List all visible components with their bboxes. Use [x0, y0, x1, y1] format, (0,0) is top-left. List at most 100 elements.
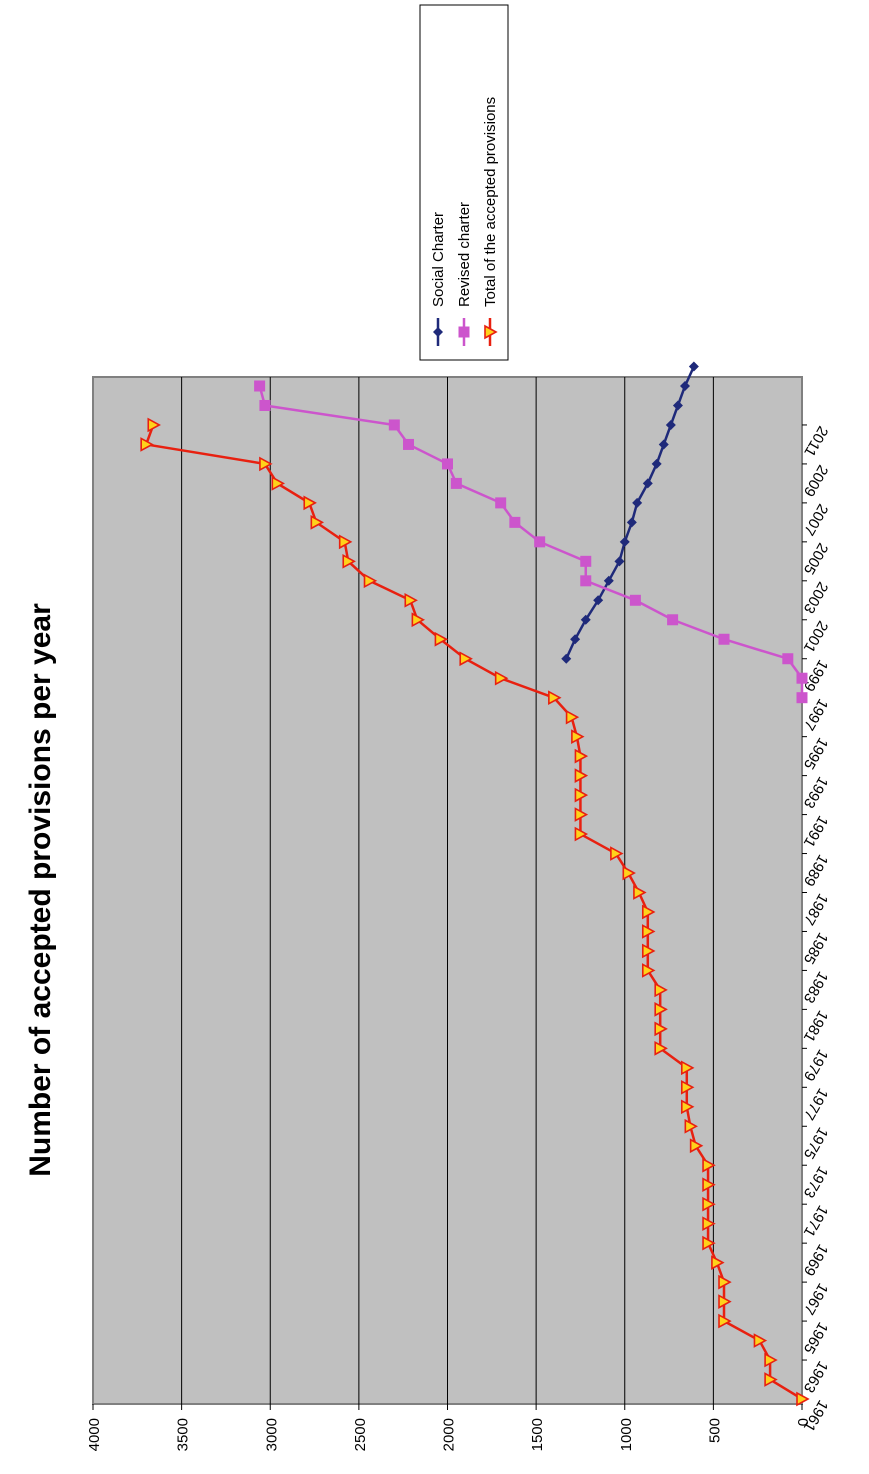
year-tick-label: 1993	[800, 774, 831, 811]
value-tick-label: 2000	[441, 1418, 458, 1451]
year-tick-label: 1989	[800, 852, 831, 889]
year-tick-label: 1967	[800, 1280, 831, 1317]
data-point	[580, 614, 591, 625]
data-point	[580, 555, 592, 567]
data-point	[641, 943, 656, 959]
data-point	[310, 515, 325, 530]
data-point	[570, 634, 581, 645]
value-tick-label: 3500	[175, 1418, 192, 1451]
data-point	[411, 612, 426, 628]
data-point	[718, 633, 730, 645]
data-point	[388, 419, 400, 431]
data-point	[458, 326, 470, 338]
data-point	[718, 1294, 732, 1309]
legend-label: Revised charter	[456, 202, 473, 307]
legend-label: Total of the accepted provisions	[482, 97, 499, 307]
data-point	[718, 1274, 732, 1290]
data-point	[580, 575, 592, 587]
year-tick-label: 2005	[800, 540, 831, 577]
data-point	[680, 381, 691, 391]
value-tick-label: 2500	[352, 1418, 369, 1451]
data-point	[654, 1002, 668, 1017]
series-total-of-the-accepted-provisions	[140, 417, 810, 1407]
data-point	[303, 495, 317, 511]
data-point	[574, 768, 589, 783]
data-point	[654, 1041, 668, 1056]
year-tick-label: 1981	[800, 1007, 831, 1044]
year-tick-label: 2009	[800, 462, 831, 499]
data-point	[574, 807, 589, 822]
value-tick-label: 1000	[618, 1418, 635, 1451]
data-point	[667, 614, 679, 626]
data-point	[702, 1157, 716, 1173]
data-point	[702, 1177, 716, 1193]
data-point	[433, 327, 443, 337]
data-point	[619, 536, 630, 547]
data-point	[641, 904, 656, 920]
data-point	[764, 1372, 778, 1387]
data-point	[509, 516, 521, 528]
data-point	[702, 1196, 716, 1212]
data-point	[574, 787, 589, 803]
series-social-charter	[561, 361, 699, 664]
data-point	[702, 1235, 716, 1251]
year-tick-label: 1985	[800, 929, 831, 966]
data-point	[140, 437, 154, 452]
year-tick-label: 1971	[800, 1202, 831, 1239]
data-point	[665, 419, 676, 430]
data-point	[561, 653, 572, 664]
data-point	[689, 1138, 704, 1154]
data-point	[672, 400, 683, 411]
data-point	[626, 517, 637, 528]
legend-item: Social Charter	[430, 212, 447, 346]
value-tick-label: 1500	[529, 1418, 546, 1451]
data-point	[450, 477, 462, 489]
year-tick-label: 2001	[800, 618, 831, 655]
data-point	[434, 631, 449, 647]
data-point	[658, 439, 669, 450]
data-point	[702, 1216, 716, 1232]
grid-lines	[181, 377, 714, 1404]
data-point	[404, 592, 418, 608]
data-point	[641, 924, 656, 939]
year-tick-label: 1983	[800, 968, 831, 1005]
legend-item: Revised charter	[456, 202, 473, 346]
year-tick-label: 1991	[800, 813, 831, 850]
data-point	[782, 653, 794, 665]
data-point	[338, 534, 353, 550]
data-point	[680, 1079, 695, 1095]
year-tick-label: 1965	[800, 1319, 831, 1356]
data-point	[459, 651, 473, 667]
legend-label: Social Charter	[430, 212, 447, 307]
year-tick-label: 1973	[800, 1163, 831, 1200]
data-point	[654, 982, 668, 998]
data-point	[403, 438, 415, 450]
data-point	[574, 826, 589, 842]
data-point	[571, 729, 585, 745]
year-tick-label: 2011	[800, 423, 831, 459]
data-point	[796, 1391, 810, 1407]
year-tick-label: 1969	[800, 1241, 831, 1278]
value-tick-label: 0	[795, 1418, 812, 1426]
data-point	[796, 672, 808, 684]
data-point	[494, 670, 509, 686]
legend: Social Charter Revised charter Total of th…	[419, 4, 509, 361]
series-line	[565, 366, 696, 660]
year-tick-label: 1975	[800, 1124, 831, 1161]
year-tick-label: 1979	[800, 1046, 831, 1083]
year-tick-label: 2003	[800, 579, 831, 616]
data-point	[684, 1118, 699, 1134]
data-point	[680, 1060, 695, 1076]
data-point	[641, 963, 656, 978]
data-point	[633, 885, 647, 900]
data-point	[147, 417, 161, 433]
legend-item: Total of the accepted provisions	[482, 97, 499, 346]
year-tick-label: 1995	[800, 735, 831, 772]
value-tick-label: 4000	[86, 1418, 103, 1451]
data-point	[254, 380, 266, 392]
data-point	[688, 361, 699, 372]
legend-box	[419, 4, 509, 361]
data-point	[632, 497, 643, 508]
title-group: Number of accepted provisions per year	[24, 603, 57, 1177]
